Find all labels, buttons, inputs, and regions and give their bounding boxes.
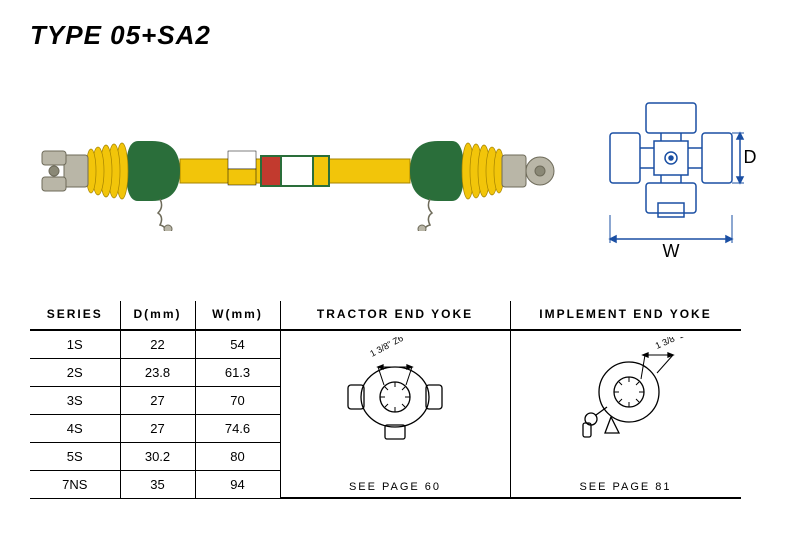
table-cell: 80	[195, 443, 280, 471]
col-d-header: D(mm)	[120, 301, 195, 330]
table-header-row: SERIES D(mm) W(mm)	[30, 301, 280, 330]
cross-dimension-diagram: D W	[586, 81, 756, 261]
implement-yoke-diagram: 1 3/8" Z6	[561, 337, 691, 447]
table-cell: 27	[120, 415, 195, 443]
table-cell: 5S	[30, 443, 120, 471]
table-cell: 61.3	[195, 359, 280, 387]
table-cell: 27	[120, 387, 195, 415]
table-cell: 4S	[30, 415, 120, 443]
table-cell: 54	[195, 330, 280, 359]
table-cell: 23.8	[120, 359, 195, 387]
table-row: 5S30.280	[30, 443, 280, 471]
table-cell: 1S	[30, 330, 120, 359]
table-cell: 7NS	[30, 471, 120, 499]
spec-table: SERIES D(mm) W(mm) 1S22542S23.861.33S277…	[30, 301, 281, 499]
table-cell: 35	[120, 471, 195, 499]
table-cell: 22	[120, 330, 195, 359]
tractor-yoke-header: TRACTOR END YOKE	[281, 301, 510, 331]
implement-see-page: SEE PAGE 81	[579, 481, 671, 497]
implement-yoke-header: IMPLEMENT END YOKE	[511, 301, 741, 331]
tractor-dim-label: 1 3/8" Z6	[368, 337, 405, 359]
tractor-yoke-diagram: 1 3/8" Z6	[330, 337, 460, 447]
table-row: 4S2774.6	[30, 415, 280, 443]
tractor-yoke-column: TRACTOR END YOKE	[281, 301, 511, 499]
tractor-see-page: SEE PAGE 60	[349, 481, 441, 497]
table-cell: 74.6	[195, 415, 280, 443]
implement-dim-label: 1 3/8" Z6	[653, 337, 690, 351]
d-label: D	[744, 147, 757, 167]
table-row: 3S2770	[30, 387, 280, 415]
table-cell: 70	[195, 387, 280, 415]
table-cell: 2S	[30, 359, 120, 387]
implement-yoke-column: IMPLEMENT END YOKE	[511, 301, 741, 499]
w-label: W	[663, 241, 680, 261]
table-row: 1S2254	[30, 330, 280, 359]
pto-shaft-illustration	[30, 111, 560, 231]
table-row: 2S23.861.3	[30, 359, 280, 387]
table-row: 7NS3594	[30, 471, 280, 499]
page-title: TYPE 05+SA2	[30, 20, 756, 51]
table-cell: 94	[195, 471, 280, 499]
diagram-row: D W	[30, 81, 756, 261]
col-series-header: SERIES	[30, 301, 120, 330]
table-cell: 3S	[30, 387, 120, 415]
col-w-header: W(mm)	[195, 301, 280, 330]
spec-section: SERIES D(mm) W(mm) 1S22542S23.861.33S277…	[30, 301, 756, 499]
table-cell: 30.2	[120, 443, 195, 471]
